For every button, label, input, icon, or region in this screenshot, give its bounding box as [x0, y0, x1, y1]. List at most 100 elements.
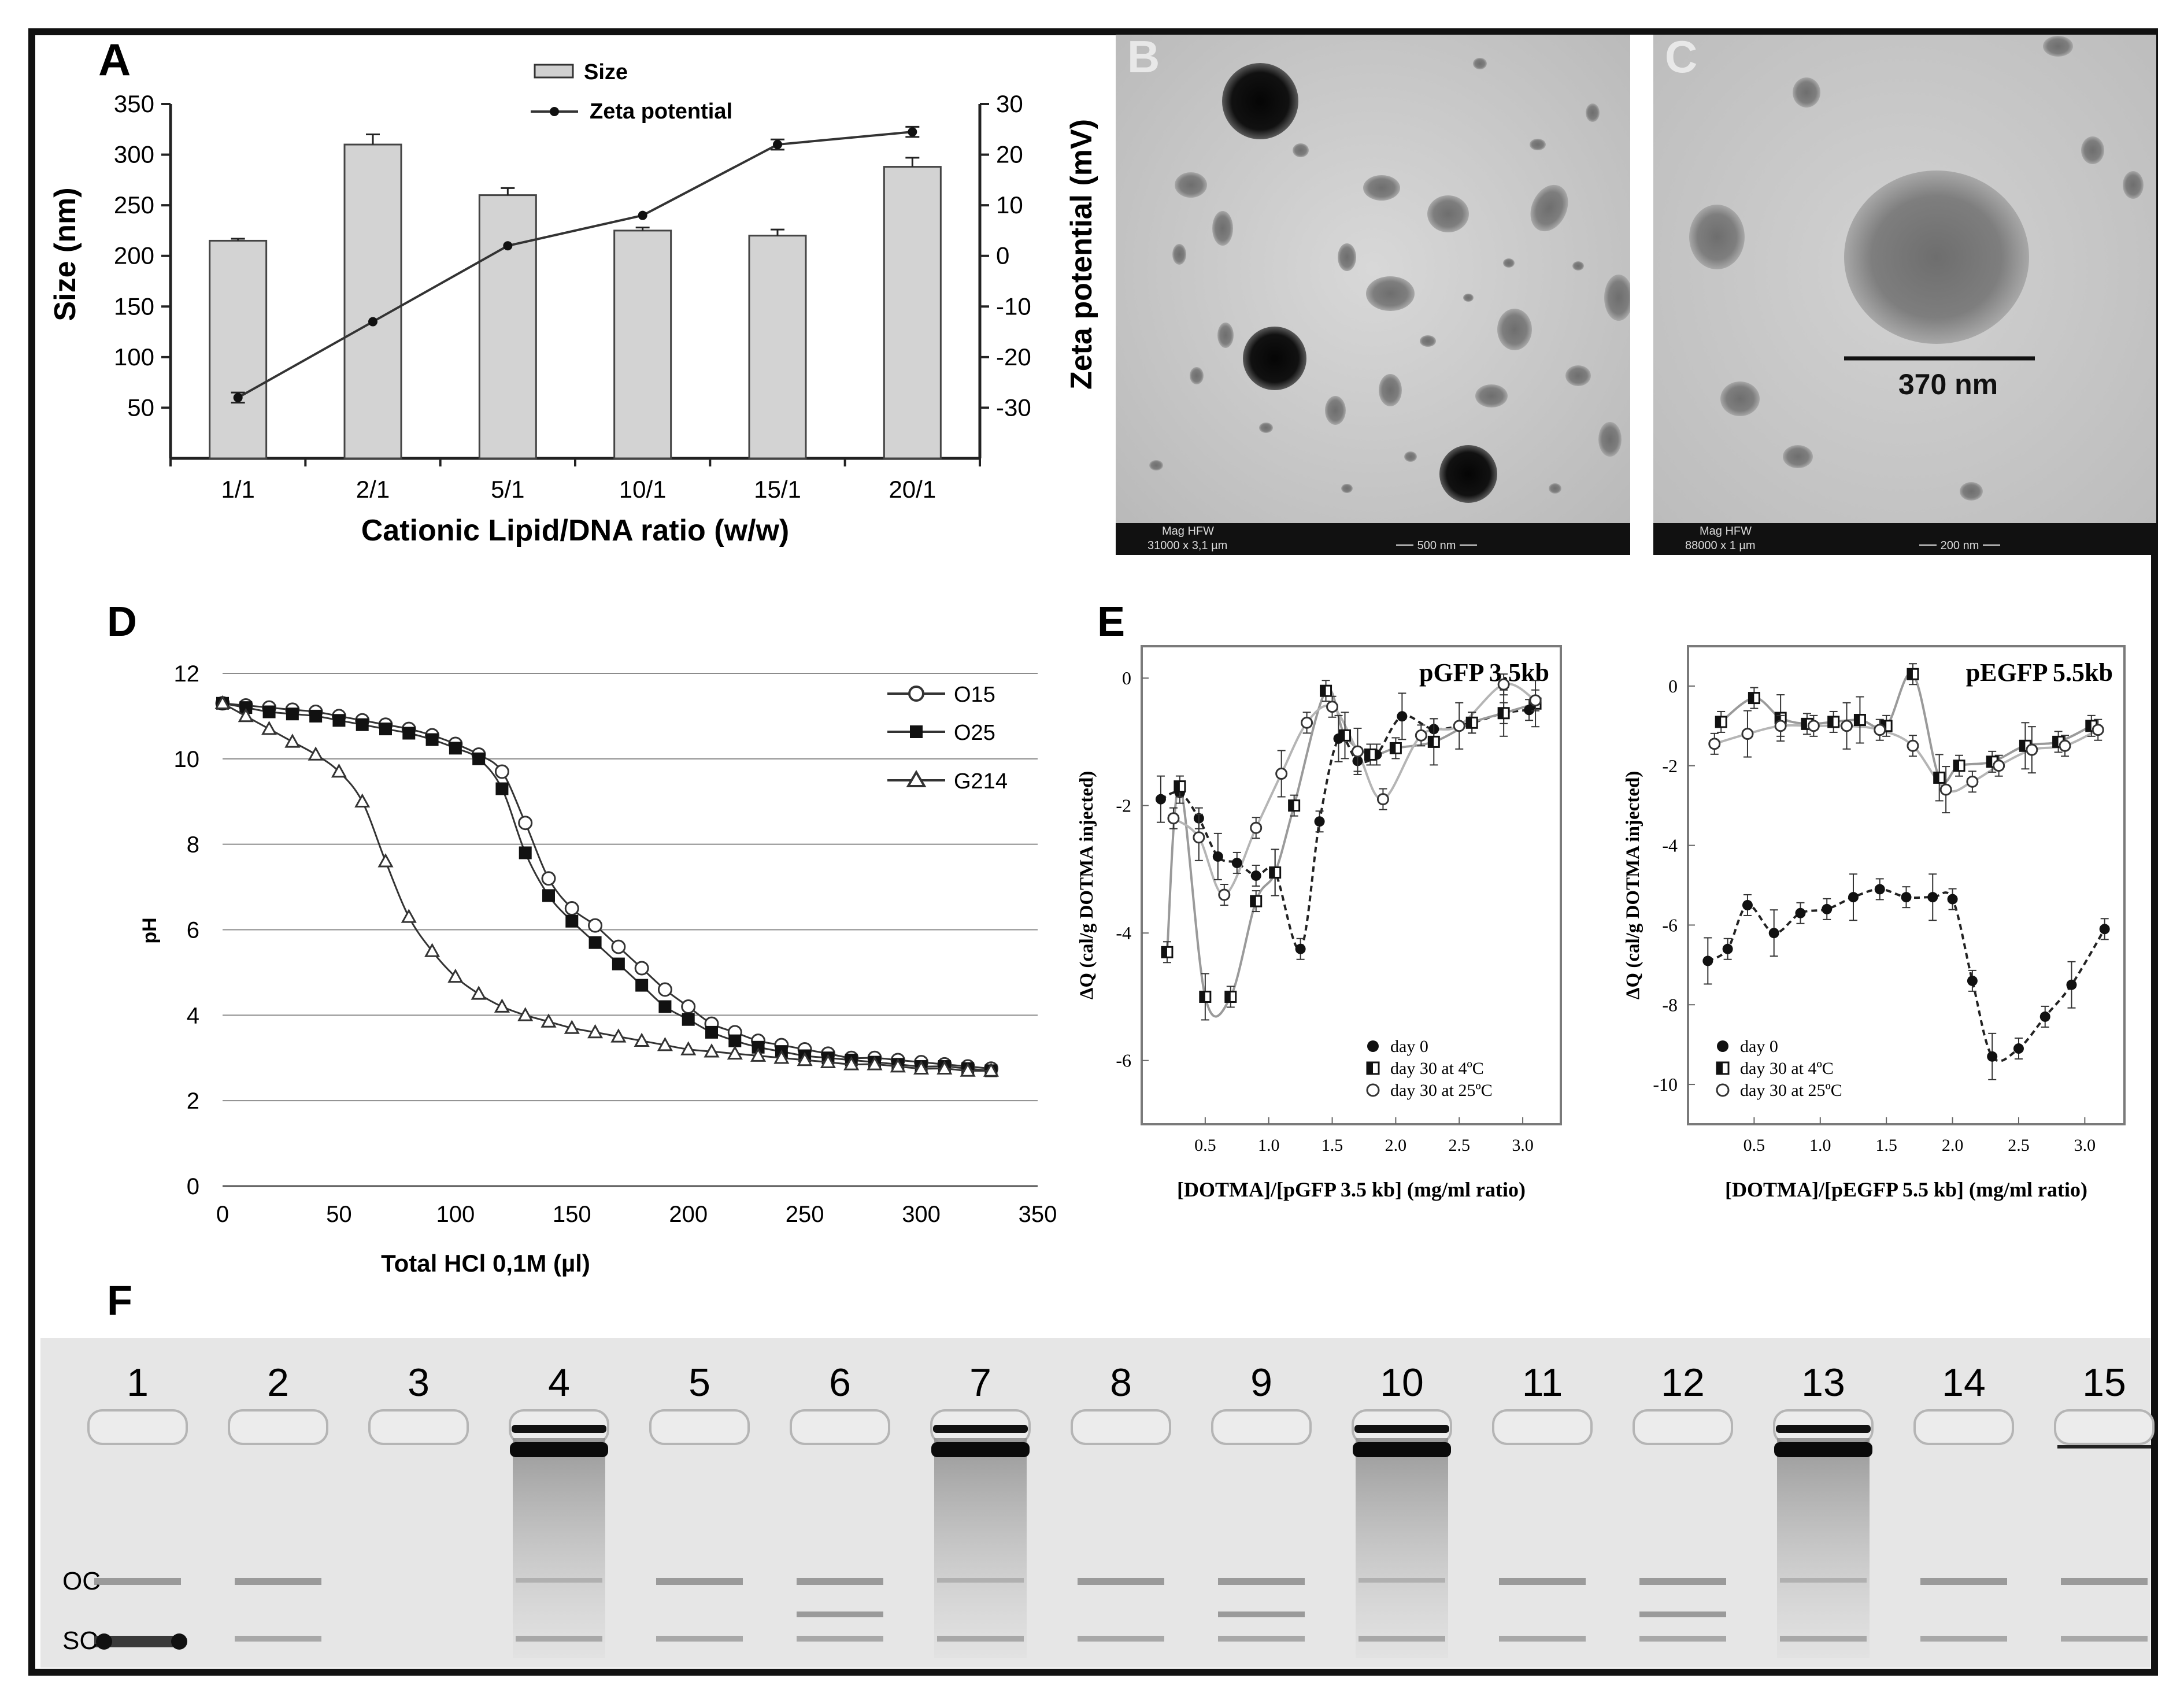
sc-dot	[96, 1633, 112, 1650]
point-O25	[402, 727, 416, 740]
oc-band	[1920, 1578, 2007, 1585]
point	[1376, 793, 1389, 806]
x-tick-label: 5/1	[491, 476, 524, 503]
middle-band	[1218, 1612, 1305, 1617]
panel-a-x-label: Cationic Lipid/DNA ratio (w/w)	[361, 514, 790, 547]
zeta-point	[773, 140, 782, 150]
point	[1453, 720, 1465, 732]
legend-label: day 30 at 4ºC	[1740, 1059, 1834, 1078]
well-band	[1353, 1442, 1451, 1457]
half-square-fill	[2053, 736, 2059, 747]
point-O25	[565, 914, 579, 928]
well	[368, 1409, 469, 1445]
point-O25	[286, 707, 299, 721]
point	[2013, 1043, 2024, 1054]
dna-smear	[1777, 1438, 1870, 1658]
panel-d-legend: O15 O25 G214	[887, 683, 1008, 794]
point	[2092, 724, 2104, 736]
half-square-fill	[1934, 772, 1939, 783]
point-O25	[449, 742, 462, 755]
well	[1913, 1409, 2014, 1445]
point-G214	[843, 1056, 860, 1070]
point	[1933, 771, 1946, 784]
point-O25	[519, 846, 532, 860]
point	[2039, 1011, 2050, 1022]
half-square-fill	[1775, 713, 1781, 724]
half-square-fill	[1428, 736, 1434, 747]
half-square-fill	[1161, 947, 1167, 958]
point	[1224, 990, 1237, 1003]
well-band	[1354, 1425, 1449, 1433]
x-axis-label: [DOTMA]/[pGFP 3.5 kb] (mg/ml ratio)	[1177, 1178, 1526, 1201]
lane-number: 4	[548, 1361, 570, 1405]
lane-number: 15	[2082, 1361, 2126, 1405]
panel-f-letter: F	[107, 1278, 132, 1324]
y-tick-label: 12	[174, 661, 200, 687]
zeta-line	[237, 131, 913, 399]
point	[1212, 851, 1223, 862]
point	[1218, 888, 1231, 901]
lane-number: 1	[127, 1361, 149, 1405]
point-O25	[705, 1025, 718, 1039]
well-band	[1774, 1442, 1872, 1457]
half-square-fill	[1365, 749, 1371, 760]
point	[1193, 831, 1205, 844]
point-G214	[564, 1020, 580, 1034]
sc-band	[2061, 1636, 2148, 1642]
y-tick-label: 50	[127, 394, 154, 421]
plot-title: pGFP 3.5kb	[1419, 658, 1549, 687]
point	[1702, 955, 1713, 966]
oc-band	[235, 1578, 321, 1585]
fit-curve	[1707, 888, 2106, 1062]
panel-c-letter: C	[1665, 31, 1697, 82]
x-tick-label: 1.0	[1809, 1136, 1831, 1155]
well-band	[1776, 1425, 1871, 1433]
y-tick-label: 4	[187, 1003, 199, 1028]
point	[1174, 780, 1186, 793]
legend-label: day 0	[1740, 1037, 1778, 1056]
point	[1529, 694, 1542, 707]
x-tick-label: 2/1	[356, 476, 390, 503]
half-square-fill	[1828, 716, 1834, 727]
lane-number: 3	[408, 1361, 430, 1405]
point	[1807, 720, 1820, 732]
well	[87, 1409, 188, 1445]
middle-band	[797, 1612, 883, 1617]
y-tick-label: 150	[114, 292, 154, 320]
y2-tick-label: -30	[996, 394, 1031, 421]
lane-number: 8	[1110, 1361, 1132, 1405]
point-G214	[797, 1051, 813, 1066]
point-O25	[542, 889, 555, 902]
zeta-point	[908, 127, 917, 137]
point-G214	[261, 721, 277, 735]
point	[1715, 716, 1727, 728]
panel-c-large-particle	[1844, 171, 2029, 344]
oc-band	[937, 1578, 1024, 1583]
panel-c-info-bar	[1653, 523, 2156, 555]
size-bar	[883, 166, 942, 460]
point	[1993, 760, 2005, 772]
point	[1907, 739, 1919, 752]
point-O15	[518, 816, 533, 831]
half-square-fill	[1390, 743, 1396, 754]
legend-o15-marker	[908, 686, 924, 702]
sc-band	[1078, 1636, 1164, 1642]
panel-c-bar-value: 88000 x 1 µm	[1685, 539, 1756, 552]
y-tick-label: 200	[114, 242, 154, 269]
point-O15	[564, 901, 579, 916]
point-O15	[681, 999, 696, 1014]
x-tick-label: 10/1	[619, 476, 667, 503]
x-tick-label: 3.0	[1512, 1136, 1534, 1155]
well	[228, 1409, 328, 1445]
point-G214	[238, 707, 254, 723]
point-G214	[704, 1043, 720, 1058]
legend-g214-marker	[906, 770, 927, 787]
x-tick-label: 2.5	[1448, 1136, 1470, 1155]
lane-number: 10	[1380, 1361, 1424, 1405]
oc-band	[2061, 1578, 2148, 1585]
point	[1250, 895, 1263, 907]
point-G214	[983, 1062, 999, 1077]
point	[1822, 903, 1833, 914]
point	[1774, 720, 1787, 732]
